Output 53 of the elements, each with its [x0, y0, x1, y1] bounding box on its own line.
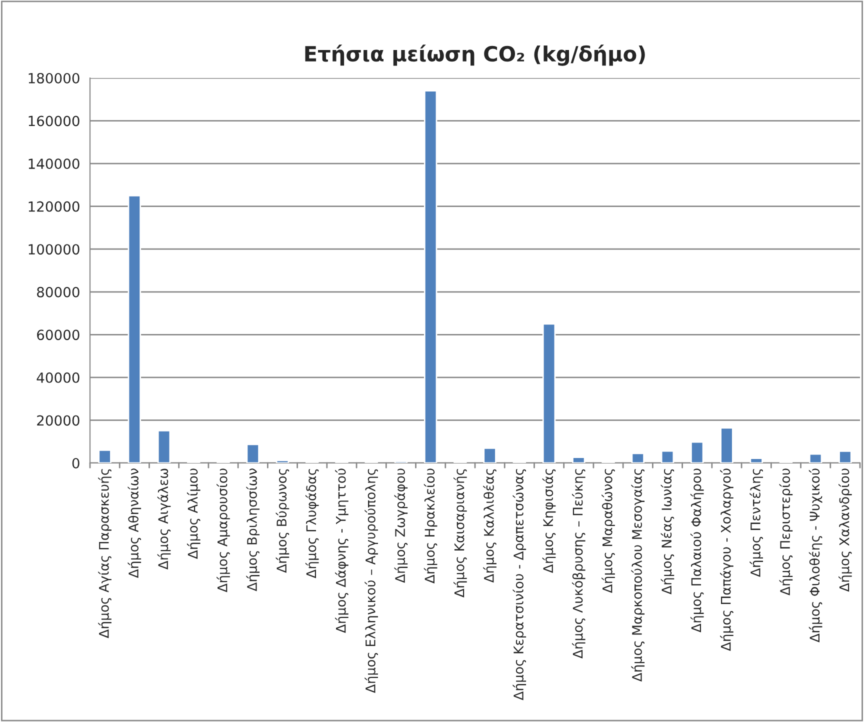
- x-tick-label: Δήμος Παλαιού Φαλήρου: [690, 468, 704, 632]
- x-tick-label: Δήμος Περιστερίου: [779, 468, 793, 596]
- x-tick-label: Δήμος Πεντέλης: [750, 469, 764, 577]
- bar: [808, 453, 822, 463]
- bar: [838, 450, 852, 463]
- bar: [660, 450, 674, 463]
- y-tick-label: 40000: [36, 372, 80, 383]
- bar: [424, 90, 438, 463]
- x-tick-label: Δήμος Αμαρουσίου: [216, 468, 230, 592]
- x-tick-label: Δήμος Δάφνης - Υμηττού: [335, 468, 348, 634]
- bar: [98, 449, 112, 463]
- bar: [128, 194, 142, 463]
- x-tick-label: Δήμος Λυκόβρυσης – Πεύκης: [572, 469, 586, 659]
- x-tick-label: Δήμος Νέας Ιωνίας: [660, 469, 674, 594]
- x-tick-label: Δήμος Καισαριανής: [454, 469, 467, 598]
- bar: [276, 460, 290, 463]
- x-tick-label: Δήμος Αιγάλεω: [157, 468, 171, 570]
- bar: [572, 456, 586, 463]
- x-tick-label: Δήμος Βύρωνος: [276, 469, 290, 573]
- y-tick-label: 80000: [37, 286, 80, 298]
- y-tick-label: 60000: [37, 330, 80, 340]
- bar: [631, 452, 645, 463]
- y-tick-label: 180000: [28, 72, 80, 84]
- bar: [542, 323, 556, 463]
- bar: [720, 427, 734, 463]
- bar: [690, 441, 704, 463]
- x-tick-label: Δήμος Κερατσινίου - Δραπετσώνας: [512, 469, 526, 700]
- x-tick-label: Δήμος Αγίας Παρασκευής: [98, 469, 112, 638]
- y-tick-label: 140000: [28, 158, 80, 170]
- x-tick-label: Δήμος Ελληνικού – Αργυρούπολης: [364, 469, 378, 694]
- x-tick-label: Δήμος Φιλοθέης - Ψυχικού: [808, 468, 822, 642]
- y-tick-label: 160000: [28, 116, 80, 126]
- x-tick-label: Δήμος Κηφισιάς: [542, 469, 556, 574]
- y-tick-label: 100000: [28, 244, 80, 255]
- x-tick-label: Δήμος Χαλανδρίου: [838, 468, 852, 592]
- y-tick-label: 120000: [28, 201, 80, 212]
- x-tick-label: Δήμος Παπάγου - Χολαργού: [720, 468, 734, 651]
- y-tick-label: 20000: [37, 415, 80, 426]
- x-tick-label: Δήμος Βριλησσίων: [246, 468, 260, 592]
- x-tick-label: Δήμος Ζωγράφου: [394, 468, 408, 583]
- bar: [750, 458, 763, 463]
- x-tick-label: Δήμος Μαρκοπούλου Μεσογαίας: [631, 469, 645, 682]
- y-tick-label: 0: [72, 458, 80, 468]
- bar: [157, 430, 171, 463]
- x-tick-label: Δήμος Γλυφάδας: [305, 469, 319, 578]
- x-tick-label: Δήμος Μαραθώνος: [602, 469, 615, 594]
- chart-title: Ετήσια μείωση CO₂ (kg/δήμο): [305, 44, 645, 66]
- x-tick-label: Δήμος Καλλιθέας: [483, 469, 496, 583]
- bar: [246, 444, 260, 463]
- bar: [483, 448, 496, 463]
- x-tick-label: Δήμος Ηρακλείου: [424, 468, 438, 584]
- x-tick-label: Δήμος Αλίμου: [186, 468, 200, 559]
- x-tick-label: Δήμος Αθηναίων: [128, 468, 142, 578]
